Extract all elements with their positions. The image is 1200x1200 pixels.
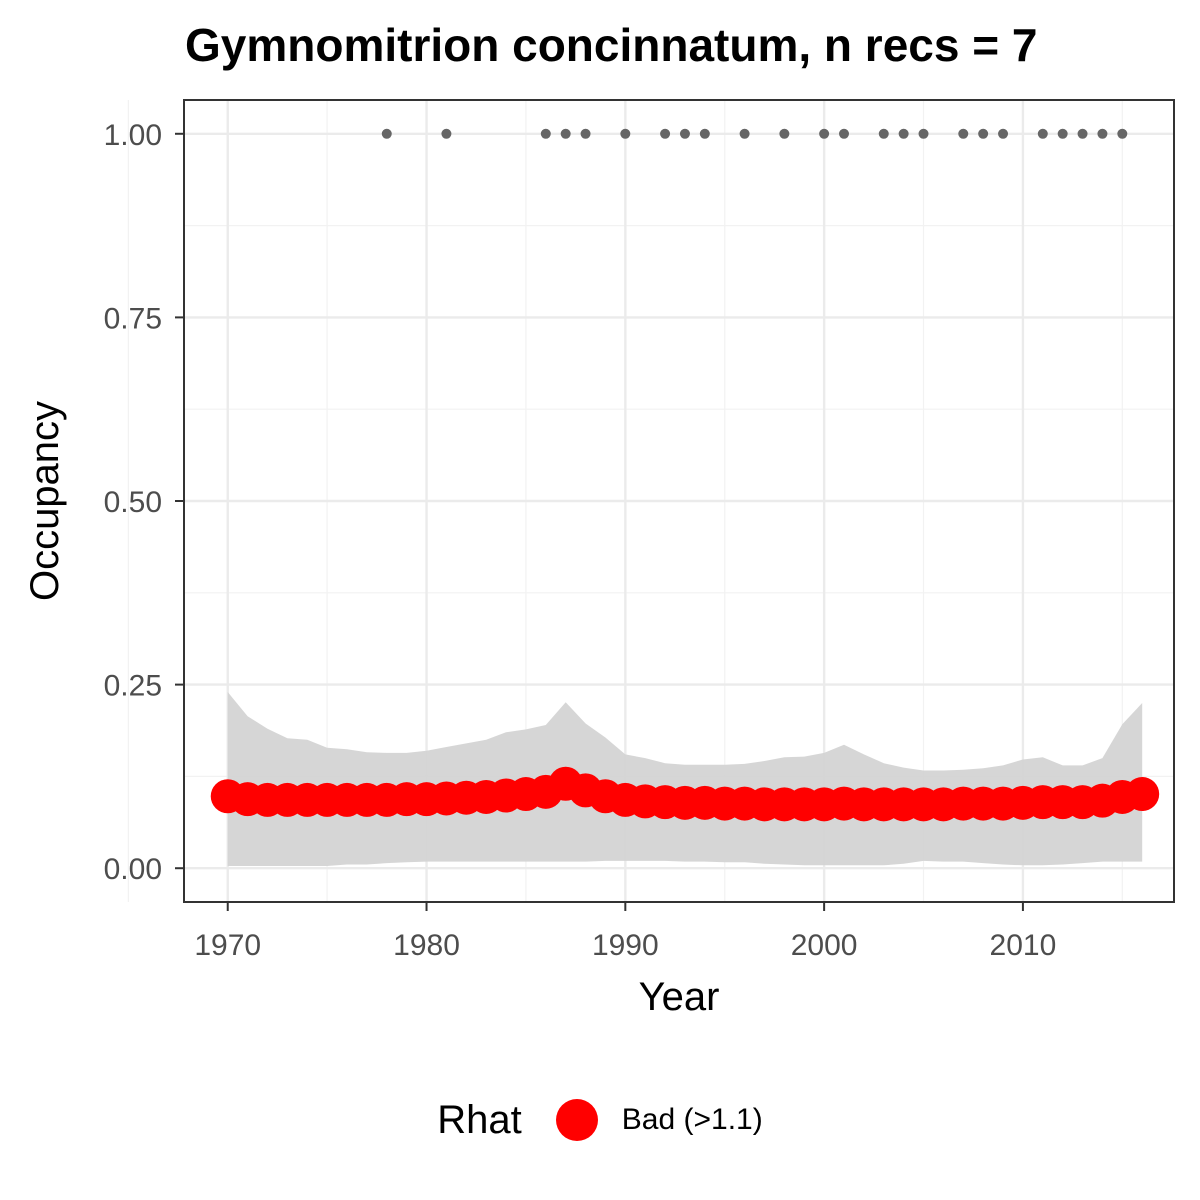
credible-interval-ribbon (227, 692, 1143, 866)
x-tick-label: 1980 (393, 929, 460, 962)
y-tick-label: 0.00 (104, 853, 162, 886)
record-point (679, 128, 690, 139)
x-tick-labels: 1970 1980 1990 2000 2010 (194, 929, 1056, 962)
y-axis-title: Occupancy (23, 401, 67, 601)
chart-title: Gymnomitrion concinnatum, n recs = 7 (185, 19, 1038, 71)
record-point (620, 128, 631, 139)
mean-layer (210, 766, 1160, 822)
record-point (580, 128, 591, 139)
record-point (1097, 128, 1108, 139)
x-tick-label: 1970 (194, 929, 261, 962)
y-tick-label: 0.50 (104, 486, 162, 519)
axis-ticks (175, 132, 1024, 911)
record-point (1117, 128, 1128, 139)
record-point (1037, 128, 1048, 139)
record-point (1057, 128, 1068, 139)
record-point (739, 128, 750, 139)
record-point (779, 128, 790, 139)
y-tick-labels: 0.00 0.25 0.50 0.75 1.00 (104, 119, 162, 886)
record-point (699, 128, 710, 139)
record-point (560, 128, 571, 139)
record-point (918, 128, 929, 139)
legend-title: Rhat (437, 1097, 522, 1142)
record-point (839, 128, 849, 139)
record-point (441, 128, 452, 139)
record-point (978, 128, 989, 139)
record-point (819, 128, 830, 139)
x-tick-label: 2010 (990, 929, 1057, 962)
record-point (660, 128, 671, 139)
record-point (898, 128, 909, 139)
x-axis-title: Year (639, 975, 720, 1019)
legend-label-bad: Bad (>1.1) (621, 1103, 763, 1136)
ribbon-layer (227, 692, 1143, 866)
legend-key-bad (555, 1099, 598, 1141)
records-layer (381, 128, 1128, 139)
y-tick-label: 0.25 (104, 670, 162, 703)
record-point (540, 128, 551, 139)
x-tick-label: 2000 (791, 929, 858, 962)
record-point (1077, 128, 1088, 139)
record-point (958, 128, 969, 139)
legend: Rhat Bad (>1.1) (0, 1090, 1200, 1150)
record-point (998, 128, 1009, 139)
y-tick-label: 0.75 (104, 302, 162, 335)
record-point (381, 128, 392, 139)
x-tick-label: 1990 (592, 929, 659, 962)
record-point (878, 128, 889, 139)
y-tick-label: 1.00 (104, 119, 162, 152)
occupancy-point (1125, 777, 1160, 812)
